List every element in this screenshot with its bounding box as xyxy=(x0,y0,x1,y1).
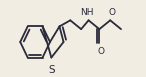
Text: NH: NH xyxy=(80,8,94,17)
Text: O: O xyxy=(108,8,115,17)
Text: O: O xyxy=(98,47,105,56)
Text: S: S xyxy=(48,65,55,75)
